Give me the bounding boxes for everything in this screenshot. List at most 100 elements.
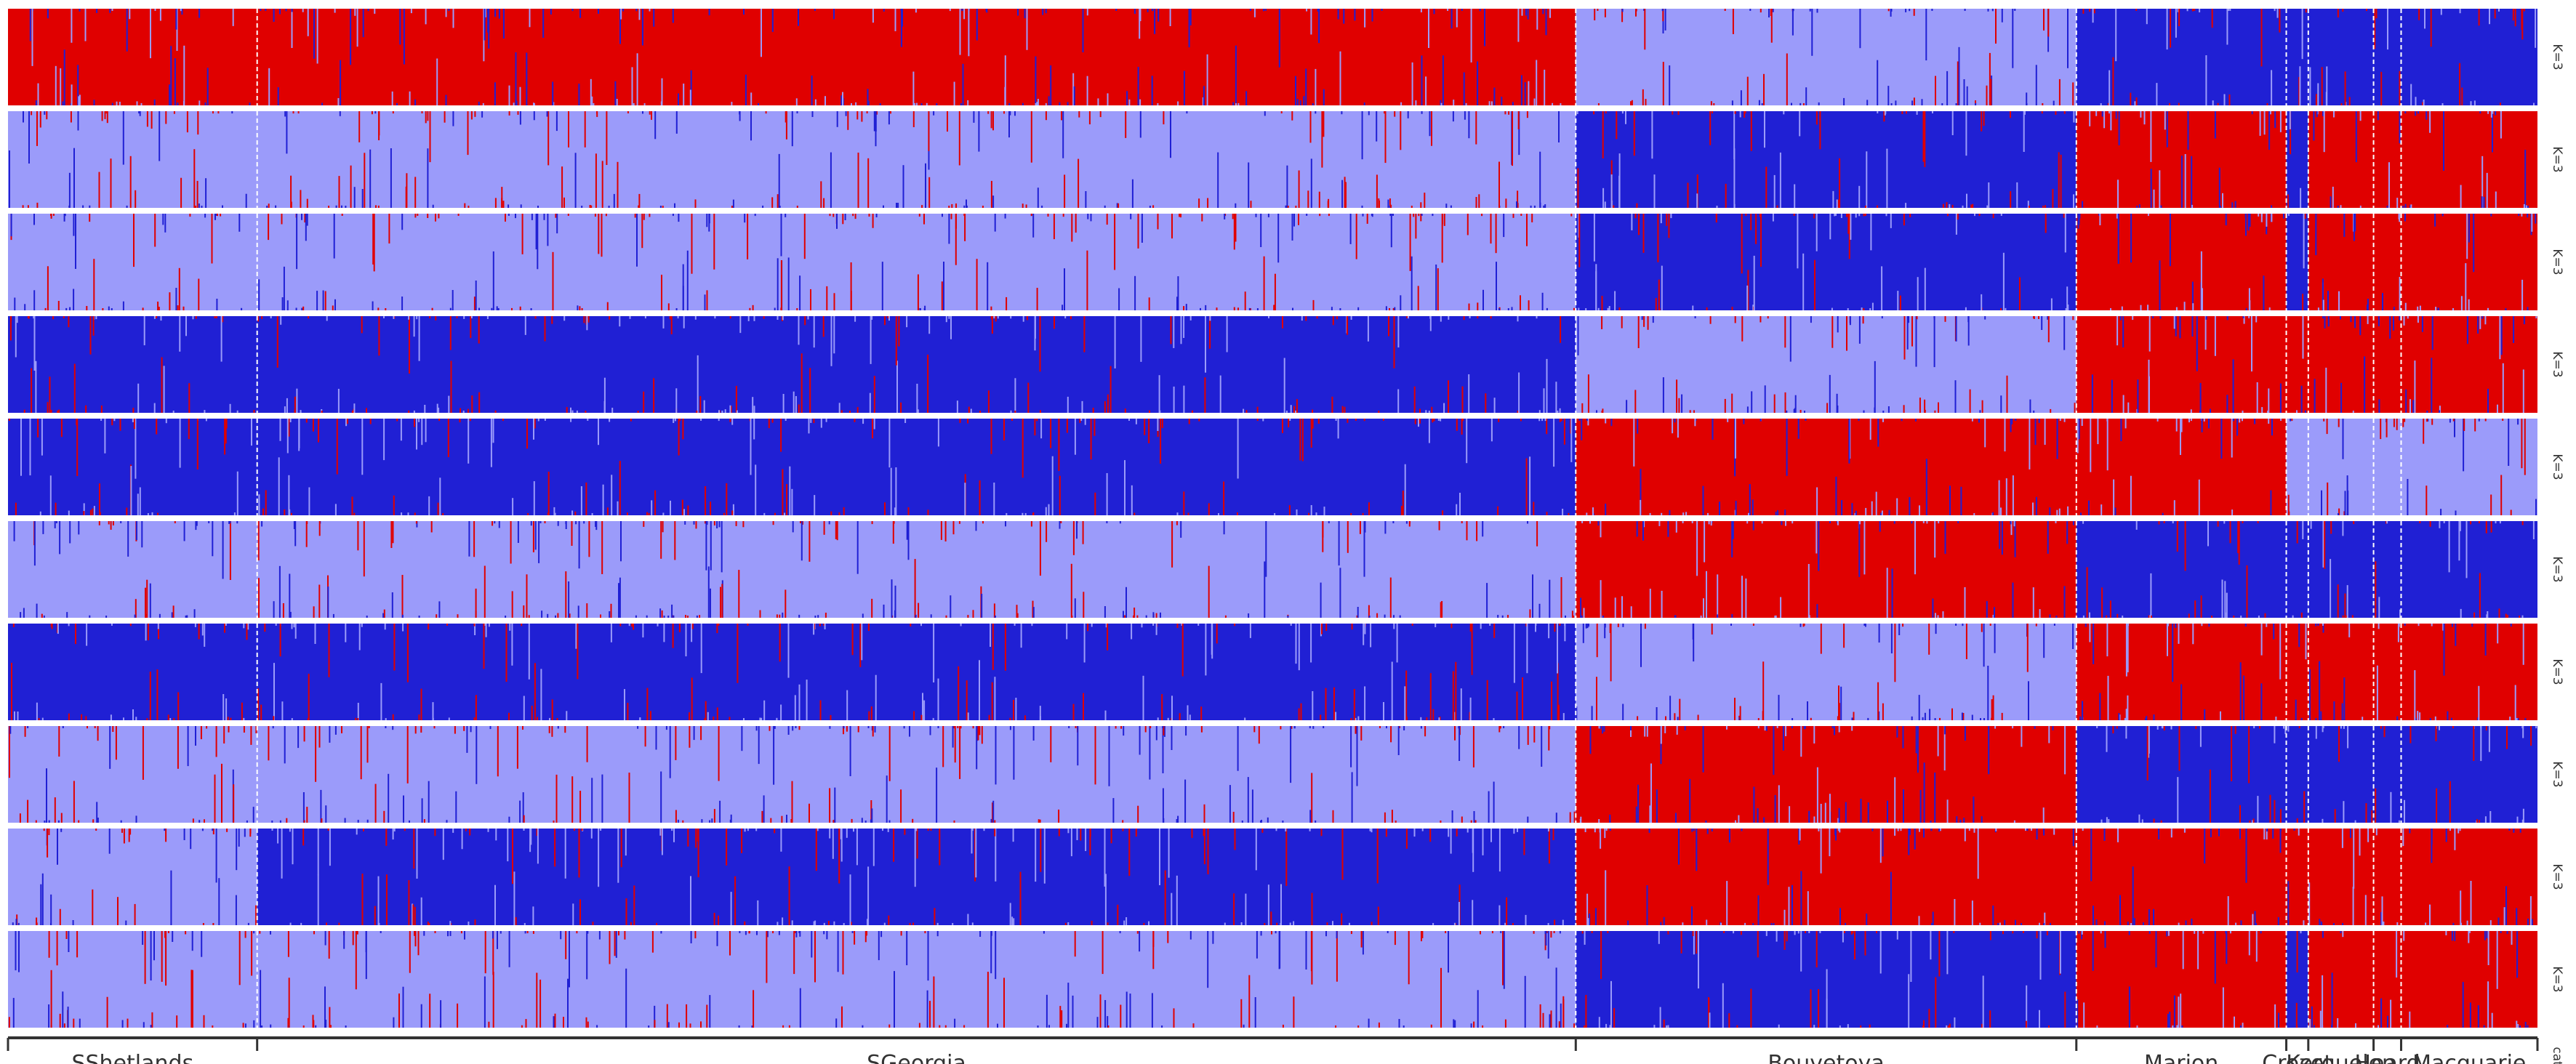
admixture-bar <box>383 609 385 618</box>
admixture-bar <box>1442 55 1444 105</box>
admixture-bar <box>456 316 458 318</box>
admixture-bar <box>305 214 307 241</box>
admixture-bar <box>2439 406 2441 413</box>
admixture-bar <box>842 931 844 975</box>
admixture-bar <box>1773 174 1775 208</box>
admixture-bar <box>532 906 534 925</box>
admixture-bar <box>281 701 284 720</box>
admixture-bar <box>1525 914 1527 925</box>
admixture-bar <box>402 624 404 632</box>
admixture-bar <box>1362 214 1364 217</box>
admixture-bar <box>2039 609 2041 618</box>
admixture-bar <box>1858 316 1861 344</box>
admixture-bar <box>598 214 600 254</box>
admixture-bar <box>1818 102 1820 105</box>
admixture-bar <box>1843 624 1845 648</box>
admixture-bar <box>677 316 679 319</box>
admixture-bar <box>2271 214 2273 222</box>
admixture-bar <box>296 214 298 270</box>
admixture-bar <box>781 815 783 823</box>
admixture-bar <box>149 672 151 720</box>
admixture-bar <box>526 52 528 105</box>
admixture-bar <box>1256 419 1259 422</box>
admixture-bar <box>1364 9 1366 28</box>
admixture-bar <box>743 9 745 15</box>
admixture-bar <box>1480 624 1482 629</box>
admixture-bar <box>649 111 651 115</box>
admixture-bar <box>2479 820 2480 823</box>
admixture-bar <box>566 711 568 720</box>
admixture-bar <box>1924 399 1926 413</box>
admixture-bar <box>39 511 41 515</box>
admixture-bar <box>2455 624 2457 646</box>
admixture-bar <box>2010 111 2011 118</box>
admixture-bar <box>2095 111 2098 116</box>
row-7-pop-sshetlands <box>8 624 257 720</box>
admixture-bar <box>2204 709 2206 720</box>
admixture-bar <box>1299 100 1301 105</box>
admixture-bar <box>687 505 689 515</box>
admixture-bar <box>1525 9 1527 16</box>
admixture-bar <box>391 592 393 618</box>
admixture-bar <box>959 9 961 55</box>
admixture-bar <box>300 190 302 208</box>
admixture-bar <box>157 512 159 515</box>
admixture-bar <box>1347 521 1349 553</box>
admixture-bar <box>1320 582 1322 618</box>
admixture-bar <box>1310 505 1312 515</box>
admixture-bar <box>247 922 249 925</box>
admixture-bar <box>1877 111 1879 113</box>
admixture-bar <box>475 588 477 618</box>
admixture-bar <box>888 915 890 925</box>
admixture-bar <box>1261 820 1262 823</box>
admixture-bar <box>1107 922 1109 925</box>
admixture-bar <box>1839 158 1841 208</box>
admixture-bar <box>1216 307 1218 310</box>
admixture-bar <box>2183 302 2186 310</box>
admixture-bar <box>2342 9 2344 12</box>
admixture-bar <box>1337 419 1339 439</box>
admixture-bar <box>528 615 530 618</box>
admixture-bar <box>669 726 671 778</box>
admixture-bar <box>683 509 685 515</box>
admixture-bar <box>2203 419 2205 422</box>
admixture-bar <box>1708 521 1710 525</box>
admixture-bar <box>2415 111 2417 116</box>
admixture-bar <box>2330 559 2332 618</box>
admixture-bar <box>282 603 284 618</box>
admixture-bar <box>1003 111 1005 114</box>
admixture-bar <box>2521 9 2523 30</box>
admixture-bar <box>2315 726 2317 739</box>
admixture-bar <box>1453 922 1456 925</box>
admixture-bar <box>967 419 969 424</box>
admixture-bar <box>1946 1025 1948 1028</box>
admixture-bar <box>1326 922 1328 925</box>
admixture-bar <box>1123 610 1124 618</box>
row-1-pop-sshetlands <box>8 9 257 105</box>
admixture-bar <box>1717 574 1719 618</box>
admixture-bar <box>1858 419 1860 422</box>
admixture-bar <box>1520 295 1521 310</box>
admixture-bar <box>900 931 902 936</box>
admixture-bar <box>1493 87 1496 105</box>
admixture-bar <box>1693 829 1695 831</box>
admixture-bar <box>661 275 662 310</box>
admixture-bar <box>229 521 231 524</box>
admixture-bar <box>1919 505 1920 515</box>
admixture-bar <box>1529 456 1531 515</box>
admixture-bar <box>89 214 91 222</box>
admixture-bar <box>1003 978 1005 1028</box>
admixture-bar <box>598 829 600 887</box>
admixture-bar <box>1183 491 1185 515</box>
admixture-bar <box>438 407 440 413</box>
admixture-bar <box>724 409 726 413</box>
admixture-bar <box>1651 111 1653 159</box>
admixture-bar <box>2478 419 2480 422</box>
admixture-bar <box>598 931 601 940</box>
admixture-bar <box>894 9 896 31</box>
admixture-bar <box>1171 214 1173 239</box>
admixture-bar <box>1915 316 1917 367</box>
admixture-bar <box>992 111 994 131</box>
admixture-bar <box>1598 726 1600 729</box>
admixture-bar <box>2026 624 2029 637</box>
